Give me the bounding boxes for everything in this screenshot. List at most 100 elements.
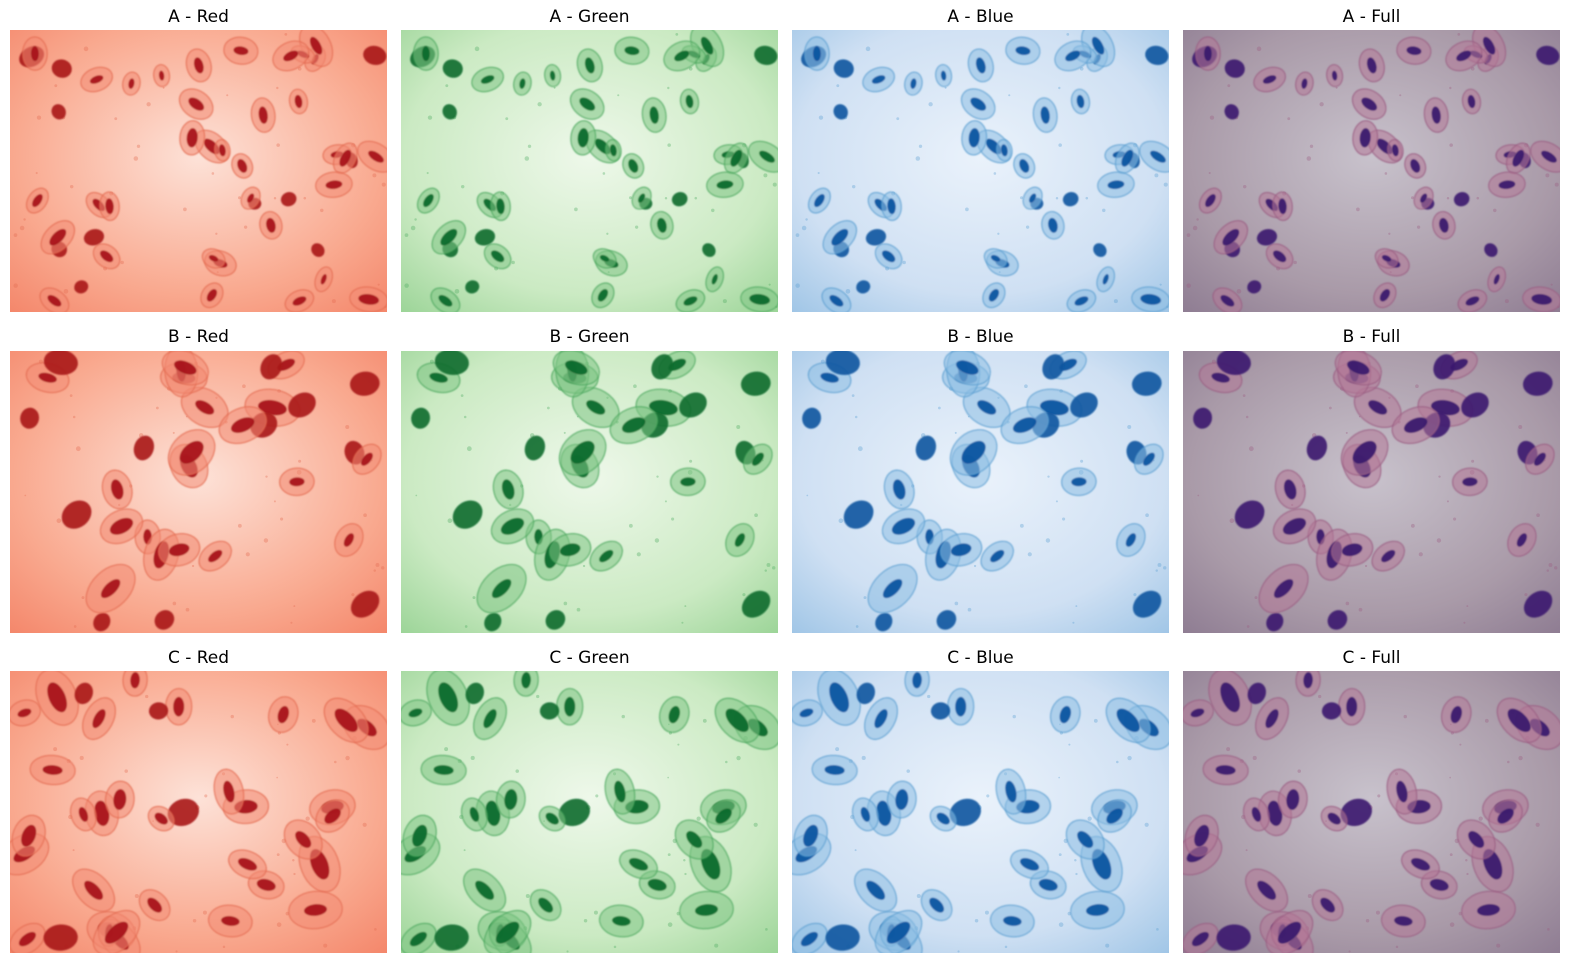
blood-cell [167,429,216,476]
debris-speck [684,605,687,608]
blood-cell [604,768,636,815]
blood-cell [874,243,903,270]
blood-cell [1208,671,1252,726]
debris-speck [334,760,337,764]
blood-cell [674,819,714,860]
debris-speck [617,94,620,97]
blood-cell [862,66,895,93]
blood-cell [904,71,923,96]
debris-speck [1453,517,1457,521]
debris-speck [1236,288,1242,294]
debris-speck [1047,475,1050,478]
blood-cell [22,36,48,71]
debris-speck [553,86,556,89]
debris-speck [1466,605,1469,608]
blood-cell [604,139,622,162]
debris-speck [742,593,746,597]
blood-cell [1488,799,1523,833]
debris-speck [654,538,660,543]
debris-speck [954,601,959,606]
debris-speck [1471,459,1475,463]
blood-cell [314,266,334,293]
debris-speck [1226,747,1231,752]
blood-cell [1097,171,1135,198]
panel-image [792,351,1169,633]
blood-cell [1340,429,1389,476]
debris-speck [1375,910,1380,915]
blood-cell [822,220,858,255]
debris-speck [1186,233,1191,237]
panel-title: C - Red [167,648,230,668]
debris-speck [155,406,159,410]
debris-speck [466,446,472,452]
blood-cell [323,697,369,743]
debris-speck [447,518,453,524]
debris-speck [1518,755,1523,761]
blood-cell [947,687,975,726]
blood-cell [1374,248,1399,269]
debris-speck [537,102,542,107]
debris-speck [1504,299,1509,304]
debris-speck [997,232,1000,235]
debris-speck [681,621,684,624]
debris-speck [667,143,671,147]
debris-speck [1548,563,1553,567]
debris-speck [677,743,680,746]
blood-cell [483,243,512,270]
blood-cell [472,697,508,741]
panel-image [401,30,778,312]
blood-cell [40,220,76,255]
blood-cell [315,799,350,833]
blood-cell [867,563,918,614]
blood-cell [725,523,755,557]
debris-speck [1186,283,1191,288]
debris-speck [772,182,777,187]
debris-speck [1547,928,1550,931]
blood-cell [792,922,828,953]
debris-speck [1465,859,1468,862]
blood-cell [675,289,706,312]
blood-cell [104,780,135,819]
debris-speck [835,747,840,752]
panel-title: A - Blue [947,7,1014,27]
blood-cell [1321,702,1342,720]
debris-speck [374,928,377,931]
blood-cell [413,36,439,71]
debris-speck [702,718,707,723]
debris-speck [414,218,417,221]
debris-speck [628,196,632,200]
debris-speck [345,755,350,761]
blood-cell [349,286,387,312]
debris-speck [1446,197,1450,200]
panel-title: C - Blue [947,648,1014,668]
blood-cell [592,248,617,269]
debris-speck [1318,694,1322,699]
debris-speck [464,625,468,628]
debris-speck [114,117,118,121]
blood-cell [570,120,597,156]
debris-speck [896,117,900,121]
blood-cell [983,248,1008,269]
debris-speck [72,415,76,419]
debris-speck [1196,218,1199,221]
debris-speck [1245,849,1248,852]
blood-cell [74,682,93,705]
debris-speck [463,415,467,419]
blood-cell [1005,36,1041,65]
debris-speck [320,208,324,213]
blood-cell [936,610,957,630]
blood-cell [228,849,267,880]
blood-cell [402,814,437,857]
blood-cell [807,187,831,214]
blood-cell [1061,467,1097,497]
blood-cell [529,889,562,922]
debris-speck [1496,943,1501,948]
blood-cell [154,610,175,630]
debris-speck [965,207,969,212]
blood-cell [1195,36,1221,71]
debris-speck [993,172,997,175]
debris-speck [1058,922,1064,927]
blood-cell [811,754,858,786]
debris-speck [273,500,276,503]
